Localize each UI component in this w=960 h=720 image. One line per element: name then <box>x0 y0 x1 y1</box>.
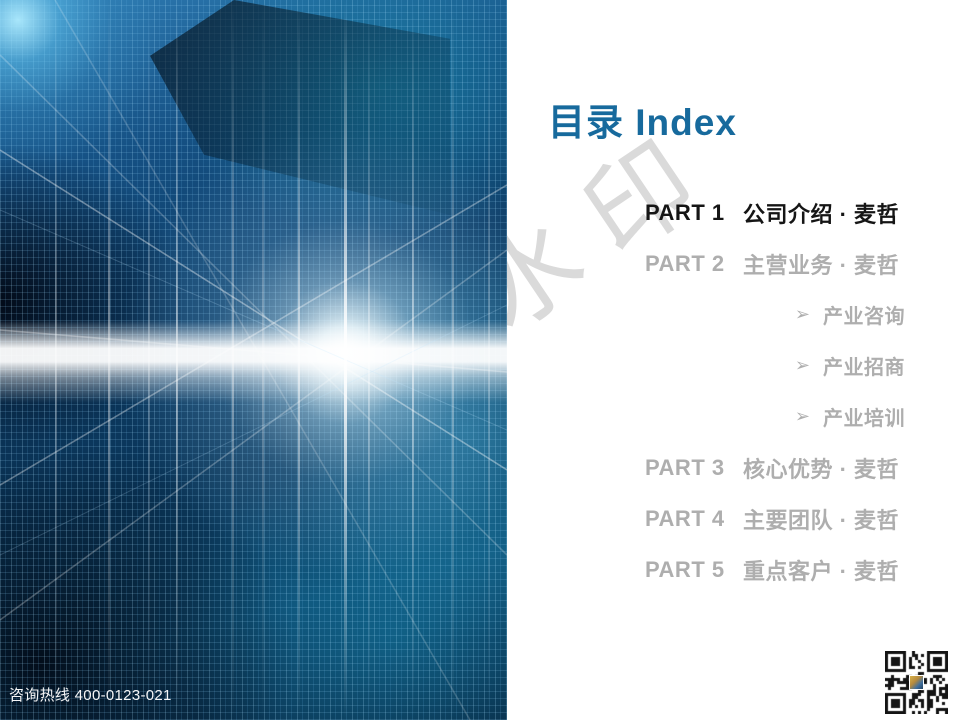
toc-subitem-industry-investment[interactable]: ➢ 产业招商 <box>645 340 907 391</box>
toc-part-label: 主营业务 · 麦哲 <box>743 252 900 278</box>
qr-center-logo <box>909 675 924 690</box>
toc-part-label: 核心优势 · 麦哲 <box>743 456 900 482</box>
light-beam <box>262 0 264 720</box>
light-beam <box>488 0 490 720</box>
hotline-text: 咨询热线 400-0123-021 <box>9 687 172 704</box>
toc-item-part4[interactable]: PART 4 主要团队 · 麦哲 <box>645 493 907 544</box>
light-beam <box>368 0 370 720</box>
content-panel: 水印 目录 Index PART 1 公司介绍 · 麦哲 PART 2 主营业务… <box>507 0 960 720</box>
toc-item-part3[interactable]: PART 3 核心优势 · 麦哲 <box>645 442 907 493</box>
light-beam <box>412 0 414 720</box>
toc-part-label: 重点客户 · 麦哲 <box>743 558 900 584</box>
light-beam <box>232 0 234 720</box>
light-beam <box>452 0 454 720</box>
toc-part-label: 公司介绍 · 麦哲 <box>743 201 900 227</box>
arrow-bullet-icon: ➢ <box>794 304 810 324</box>
light-beam <box>344 0 347 720</box>
toc-item-part5[interactable]: PART 5 重点客户 · 麦哲 <box>645 544 907 595</box>
arrow-bullet-icon: ➢ <box>794 406 810 426</box>
toc-subitem-industry-training[interactable]: ➢ 产业培训 <box>645 391 907 442</box>
table-of-contents: PART 1 公司介绍 · 麦哲 PART 2 主营业务 · 麦哲 ➢ 产业咨询… <box>645 187 907 595</box>
toc-part-number: PART 3 <box>645 454 725 480</box>
hero-image: 咨询热线 400-0123-021 <box>0 0 507 720</box>
toc-item-part1[interactable]: PART 1 公司介绍 · 麦哲 <box>645 187 907 238</box>
toc-subitem-label: 产业培训 <box>823 408 905 430</box>
toc-part-number: PART 2 <box>645 250 725 276</box>
toc-part-label: 主要团队 · 麦哲 <box>743 507 900 533</box>
toc-part-number: PART 4 <box>645 505 725 531</box>
light-streaks <box>0 0 507 720</box>
toc-part-number: PART 5 <box>645 556 725 582</box>
toc-part-number: PART 1 <box>645 199 725 225</box>
light-beam <box>298 0 300 720</box>
arrow-bullet-icon: ➢ <box>794 355 810 375</box>
toc-subitem-industry-consulting[interactable]: ➢ 产业咨询 <box>645 289 907 340</box>
toc-item-part2[interactable]: PART 2 主营业务 · 麦哲 <box>645 238 907 289</box>
toc-subitem-label: 产业招商 <box>823 357 905 379</box>
light-beam <box>55 0 57 720</box>
light-beam <box>148 0 150 720</box>
page-title: 目录 Index <box>548 102 737 143</box>
light-beam <box>176 0 178 720</box>
light-beam <box>108 0 110 720</box>
toc-subitem-label: 产业咨询 <box>823 306 905 328</box>
